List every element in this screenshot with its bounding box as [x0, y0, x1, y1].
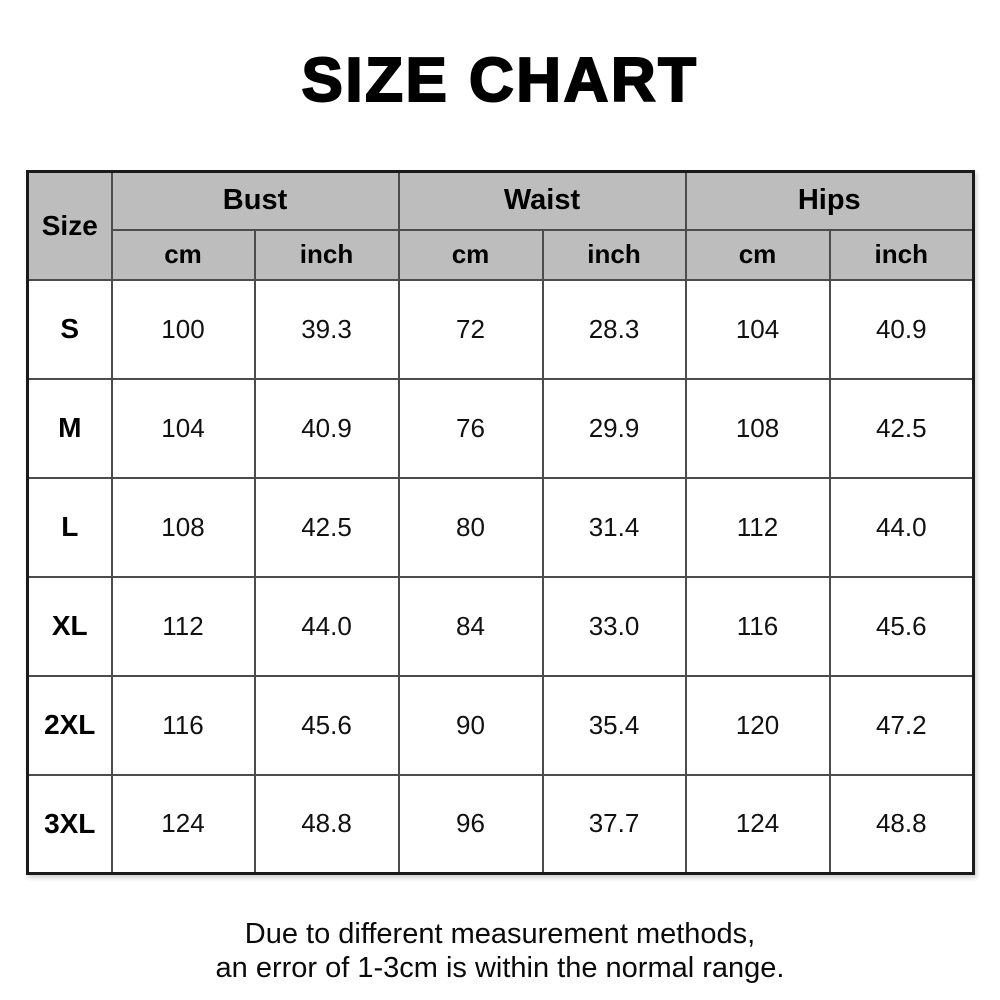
measurement-value: 108: [110, 476, 256, 578]
subheader-bust-cm: cm: [110, 228, 256, 281]
note-line-1: Due to different measurement methods,: [244, 918, 756, 950]
measurement-value: 40.9: [828, 278, 975, 380]
measurement-value: 31.4: [541, 476, 687, 578]
size-chart-table: Size Bust Waist Hips cm inch cm inch cm …: [26, 170, 976, 875]
measurement-value: 47.2: [828, 674, 975, 776]
measurement-note: Due to different measurement methods, an…: [0, 917, 1000, 985]
size-row-m: M 104 40.9 76 29.9 108 42.5: [26, 377, 975, 479]
measurement-value: 96: [397, 773, 544, 875]
measurement-value: 90: [397, 674, 544, 776]
size-row-l: L 108 42.5 80 31.4 112 44.0: [26, 476, 975, 578]
header-group-hips: Hips: [684, 170, 975, 231]
measurement-value: 44.0: [253, 575, 400, 677]
measurement-value: 29.9: [541, 377, 687, 479]
measurement-value: 112: [110, 575, 256, 677]
measurement-value: 124: [110, 773, 256, 875]
measurement-value: 116: [684, 575, 831, 677]
measurement-value: 104: [684, 278, 831, 380]
header-group-bust: Bust: [110, 170, 400, 231]
size-label: L: [26, 476, 113, 578]
size-label: M: [26, 377, 113, 479]
measurement-value: 39.3: [253, 278, 400, 380]
measurement-value: 108: [684, 377, 831, 479]
measurement-value: 44.0: [828, 476, 975, 578]
measurement-value: 76: [397, 377, 544, 479]
header-group-row: Size Bust Waist Hips: [26, 170, 975, 281]
header-unit-row: cm inch cm inch cm inch: [28, 228, 975, 281]
measurement-value: 48.8: [253, 773, 400, 875]
header-size: Size: [26, 170, 113, 281]
size-label: XL: [26, 575, 113, 677]
header-group-waist: Waist: [397, 170, 687, 231]
size-row-3xl: 3XL 124 48.8 96 37.7 124 48.8: [26, 773, 975, 875]
size-label: 3XL: [26, 773, 113, 875]
subheader-bust-inch: inch: [253, 228, 400, 281]
measurement-value: 100: [110, 278, 256, 380]
measurement-value: 124: [684, 773, 831, 875]
measurement-value: 28.3: [541, 278, 687, 380]
size-label: 2XL: [26, 674, 113, 776]
subheader-hips-cm: cm: [684, 228, 831, 281]
size-row-2xl: 2XL 116 45.6 90 35.4 120 47.2: [26, 674, 975, 776]
measurement-value: 116: [110, 674, 256, 776]
measurement-value: 42.5: [828, 377, 975, 479]
measurement-value: 84: [397, 575, 544, 677]
measurement-value: 104: [110, 377, 256, 479]
subheader-waist-cm: cm: [397, 228, 544, 281]
measurement-value: 45.6: [253, 674, 400, 776]
subheader-waist-inch: inch: [541, 228, 687, 281]
measurement-value: 42.5: [253, 476, 400, 578]
note-line-2: an error of 1-3cm is within the normal r…: [215, 952, 785, 984]
measurement-value: 112: [684, 476, 831, 578]
measurement-value: 40.9: [253, 377, 400, 479]
page-title: SIZE CHART: [301, 46, 699, 115]
measurement-value: 120: [684, 674, 831, 776]
subheader-hips-inch: inch: [828, 228, 975, 281]
measurement-value: 80: [397, 476, 544, 578]
measurement-value: 37.7: [541, 773, 687, 875]
size-label: S: [26, 278, 113, 380]
measurement-value: 72: [397, 278, 544, 380]
measurement-value: 45.6: [828, 575, 975, 677]
measurement-value: 33.0: [541, 575, 687, 677]
measurement-value: 48.8: [828, 773, 975, 875]
measurement-value: 35.4: [541, 674, 687, 776]
size-row-s: S 100 39.3 72 28.3 104 40.9: [26, 278, 975, 380]
size-row-xl: XL 112 44.0 84 33.0 116 45.6: [26, 575, 975, 677]
